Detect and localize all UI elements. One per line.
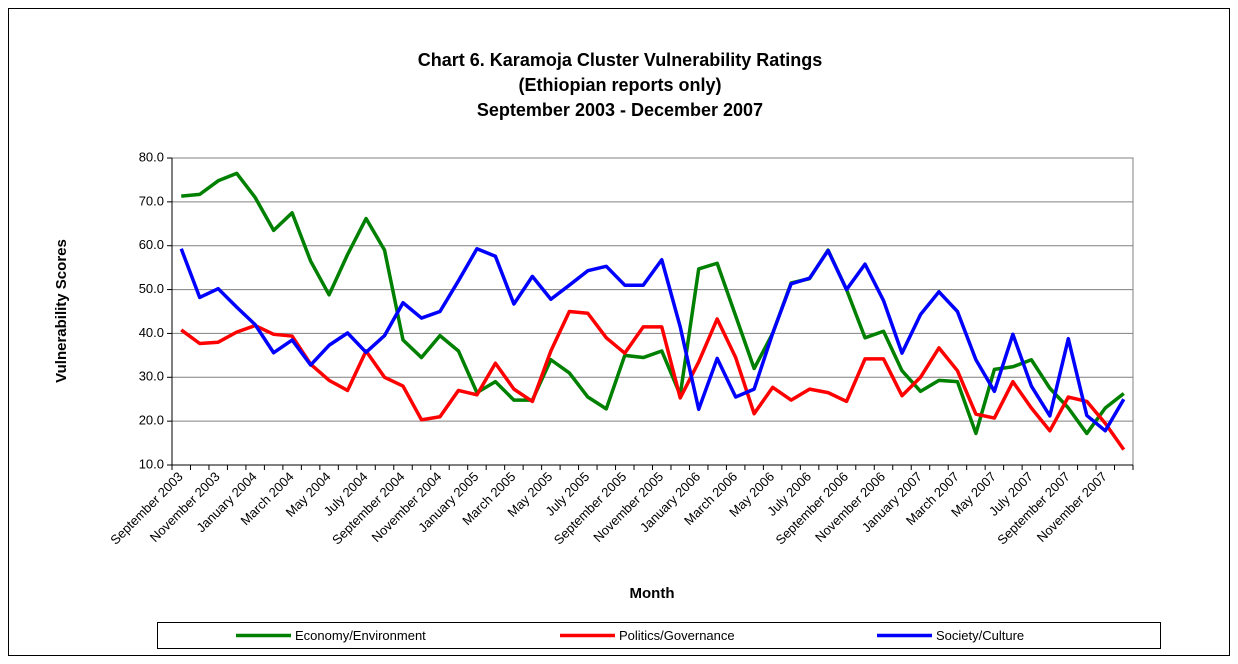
chart-title: Chart 6. Karamoja Cluster Vulnerability …: [418, 50, 822, 70]
y-tick-label: 20.0: [139, 413, 164, 428]
plot-area: [171, 157, 1134, 466]
legend-label: Politics/Governance: [619, 628, 735, 643]
chart-title: (Ethiopian reports only): [518, 75, 721, 95]
y-tick-label: 80.0: [139, 149, 164, 164]
data-line: [180, 309, 1126, 451]
y-tick-label: 30.0: [139, 369, 164, 384]
y-axis-title: Vulnerability Scores: [53, 239, 70, 383]
chart-title: September 2003 - December 2007: [477, 100, 763, 120]
y-tick-label: 40.0: [139, 325, 164, 340]
x-axis-title: Month: [630, 585, 675, 602]
data-line: [179, 247, 1126, 433]
y-tick-label: 50.0: [139, 281, 164, 296]
legend-label: Society/Culture: [936, 628, 1024, 643]
legend-label: Economy/Environment: [295, 628, 426, 643]
y-tick-label: 60.0: [139, 237, 164, 252]
legend-box: [157, 622, 1161, 649]
y-tick-label: 70.0: [139, 193, 164, 208]
y-tick-label: 10.0: [139, 456, 164, 471]
data-line: [181, 171, 1125, 436]
